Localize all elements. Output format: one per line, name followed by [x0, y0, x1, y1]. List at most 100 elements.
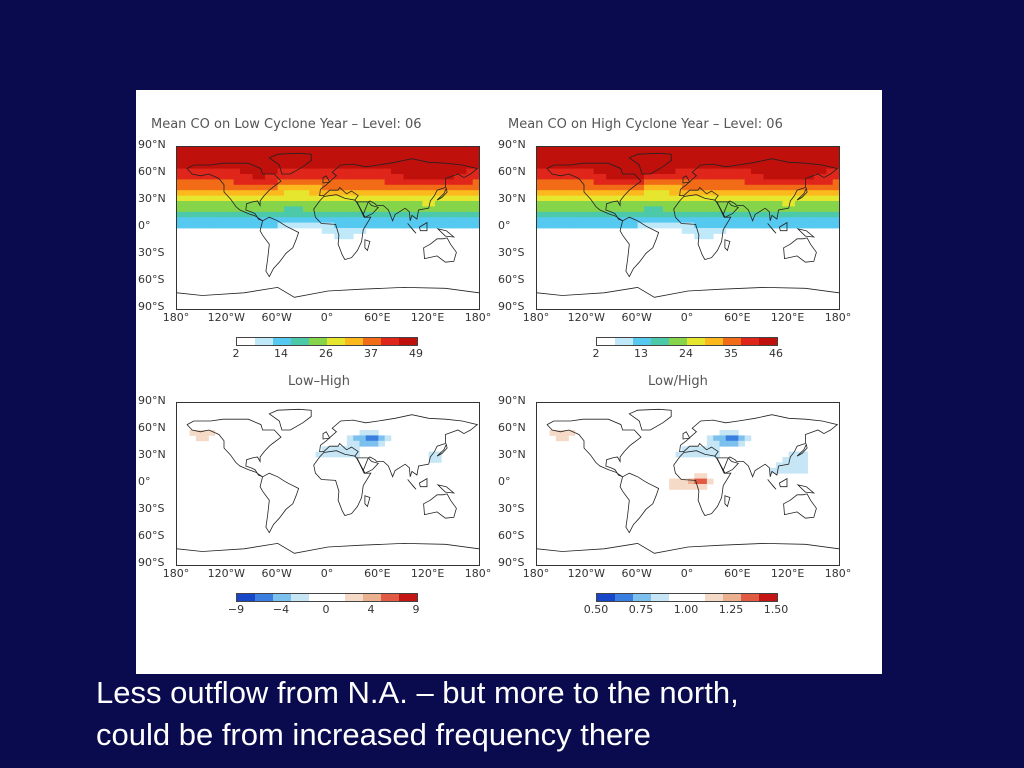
colorbar-swatch: [273, 594, 291, 601]
colorbar-tick-label: 0: [322, 603, 330, 616]
colorbar-swatch: [669, 338, 687, 345]
lon-label: 60°E: [724, 567, 751, 580]
lat-label: 30°N: [498, 448, 526, 461]
lon-label: 120°E: [770, 567, 805, 580]
map-low-minus-high: [176, 402, 480, 566]
lon-label: 180°: [162, 567, 190, 580]
coastline: [268, 152, 312, 175]
coastline: [796, 484, 816, 494]
coastline: [364, 239, 371, 252]
coastline: [259, 472, 300, 534]
lon-label: 120°W: [207, 311, 246, 324]
coastline: [186, 162, 282, 222]
slide-caption: Less outflow from N.A. – but more to the…: [96, 672, 976, 756]
lon-label: 0°: [680, 567, 694, 580]
lat-label: 30°S: [498, 246, 525, 259]
coastline: [436, 187, 448, 201]
lat-label: 90°S: [498, 556, 525, 569]
colorbar-swatch: [309, 338, 327, 345]
coastline: [628, 152, 672, 175]
lon-label: 180°: [824, 311, 852, 324]
colorbar-swatch: [255, 594, 273, 601]
lat-label: 60°N: [498, 165, 526, 178]
lon-label: 120°E: [410, 567, 445, 580]
colorbar-tick-label: 1.25: [718, 603, 744, 616]
colorbar-low-over-high: [596, 593, 778, 602]
map-svg: [177, 147, 479, 298]
colorbar-swatch: [687, 338, 705, 345]
colorbar-swatch: [597, 338, 615, 345]
colorbar-tick-label: 4: [367, 603, 375, 616]
colorbar-low-year: [236, 337, 418, 346]
colorbar-swatch: [615, 338, 633, 345]
lon-label: 120°W: [567, 311, 606, 324]
lon-label: 180°: [464, 311, 492, 324]
colorbar-tick-label: 0.75: [628, 603, 654, 616]
lat-label: 90°N: [498, 394, 526, 407]
coastline: [418, 477, 428, 488]
lat-label: 30°N: [498, 192, 526, 205]
colorbar-swatch: [687, 594, 705, 601]
coastline: [322, 431, 331, 440]
colorbar-swatch: [363, 594, 381, 601]
lat-label: 90°S: [498, 300, 525, 313]
coastline: [177, 286, 479, 298]
coastline: [418, 221, 428, 232]
lat-label: 60°S: [498, 273, 525, 286]
coastline: [682, 431, 691, 440]
lat-label: 90°S: [138, 300, 165, 313]
colorbar-tick-label: 13: [634, 347, 648, 360]
colorbar-swatch: [705, 338, 723, 345]
colorbar-swatch: [759, 594, 777, 601]
colorbar-swatch: [327, 338, 345, 345]
coastline: [436, 484, 456, 494]
lat-label: 90°N: [138, 394, 166, 407]
coastline: [778, 221, 788, 232]
colorbar-swatch: [237, 338, 255, 345]
colorbar-swatch: [237, 594, 255, 601]
lon-label: 0°: [680, 311, 694, 324]
lat-label: 30°S: [138, 246, 165, 259]
map-svg: [177, 408, 479, 554]
map-svg: [537, 408, 839, 554]
lon-label: 60°E: [364, 311, 391, 324]
colorbar-tick-label: 1.50: [763, 603, 789, 616]
colorbar-tick-label: 37: [364, 347, 378, 360]
coastline: [767, 479, 777, 490]
caption-line-1: Less outflow from N.A. – but more to the…: [96, 675, 739, 710]
colorbar-tick-label: 35: [724, 347, 738, 360]
coastline: [628, 408, 672, 431]
colorbar-swatch: [669, 594, 687, 601]
lon-label: 0°: [320, 567, 334, 580]
coastline: [796, 228, 816, 238]
colorbar-tick-label: 0.50: [583, 603, 609, 616]
coastline: [767, 223, 777, 234]
lon-label: 120°E: [410, 311, 445, 324]
coastline: [322, 175, 331, 184]
colorbar-swatch: [255, 338, 273, 345]
coastline: [783, 493, 817, 519]
colorbar-swatch: [651, 594, 669, 601]
coastline: [355, 457, 380, 474]
colorbar-swatch: [615, 594, 633, 601]
colorbar-swatch: [345, 594, 363, 601]
coastline: [715, 457, 740, 474]
coastline: [319, 414, 479, 478]
coastline: [259, 216, 300, 278]
coastline: [715, 201, 740, 218]
caption-line-2: could be from increased frequency there: [96, 717, 651, 752]
map-low-year: [176, 146, 480, 310]
colorbar-swatch: [381, 594, 399, 601]
colorbar-tick-label: 24: [679, 347, 693, 360]
map-high-year: [536, 146, 840, 310]
colorbar-tick-label: 1.00: [673, 603, 699, 616]
colorbar-swatch: [309, 594, 327, 601]
lat-label: 0°: [138, 475, 151, 488]
colorbar-swatch: [723, 594, 741, 601]
coastline: [364, 495, 371, 508]
map-svg: [537, 147, 839, 298]
lat-label: 30°S: [498, 502, 525, 515]
colorbar-tick-label: −9: [227, 603, 245, 616]
coastline: [313, 194, 372, 260]
colorbar-swatch: [651, 338, 669, 345]
